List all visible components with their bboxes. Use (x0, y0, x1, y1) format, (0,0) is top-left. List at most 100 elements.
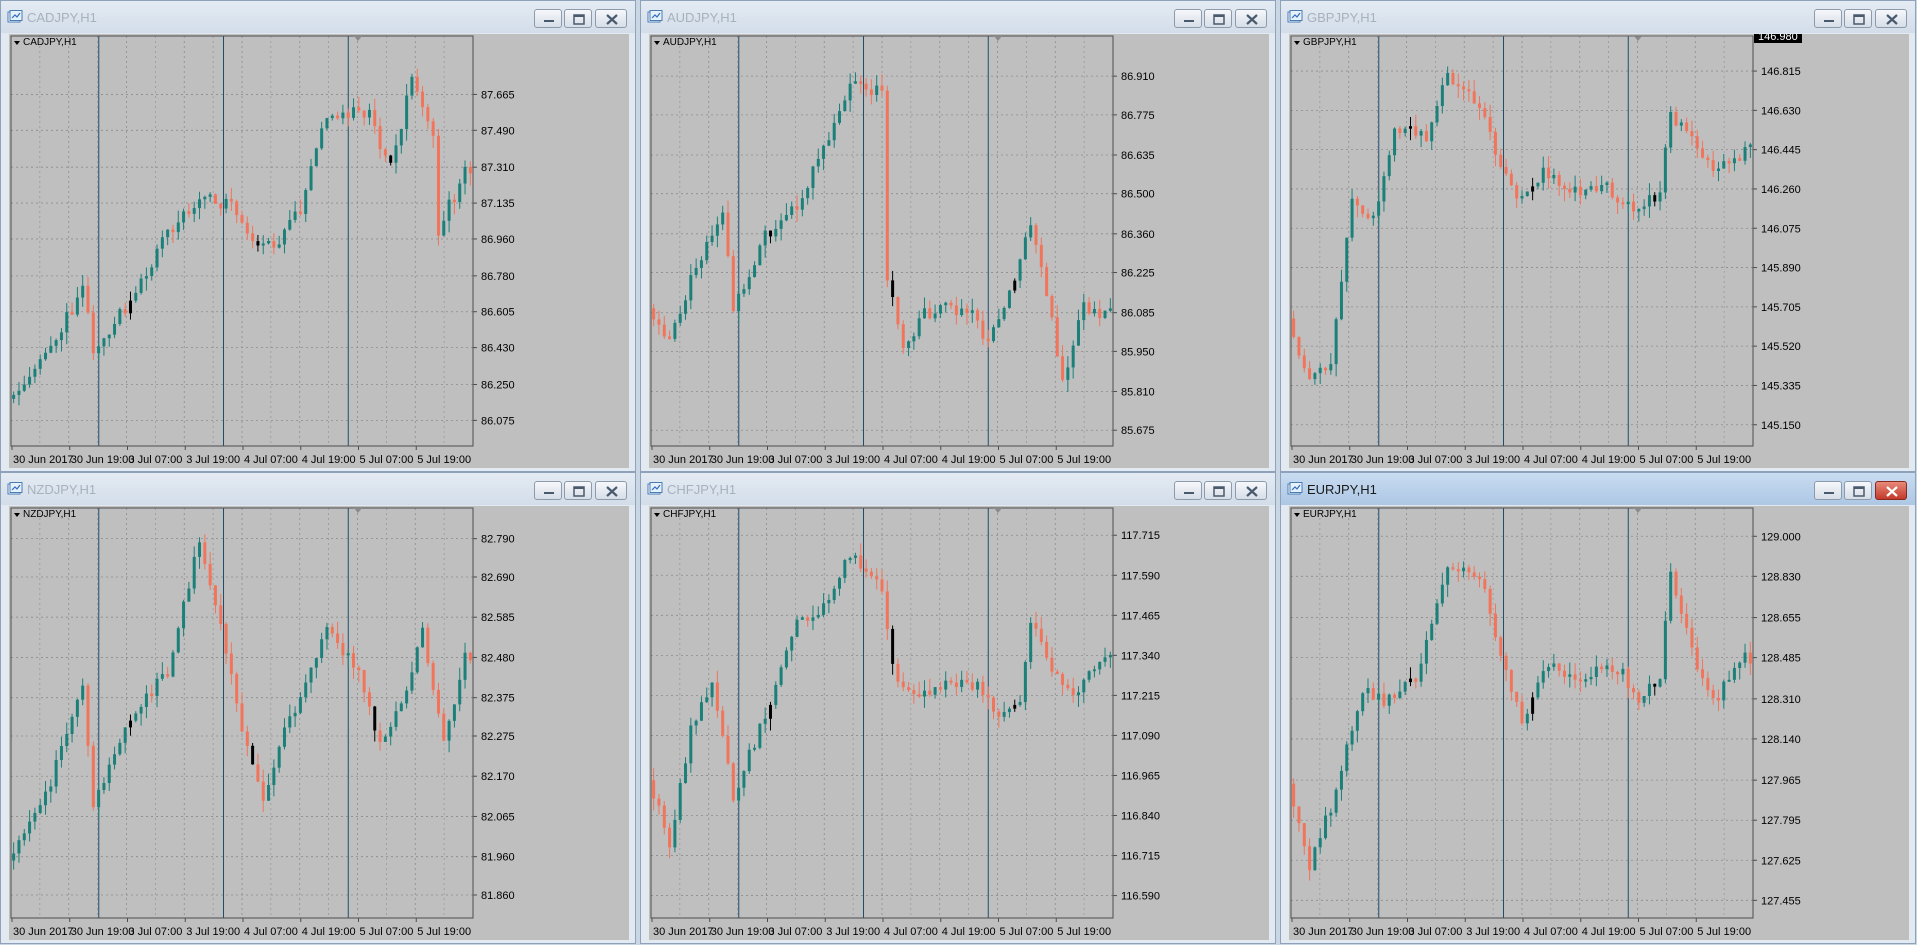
candlestick-chart[interactable]: 146.815 146.630 146.445 146.260 146.075 145.8… (1289, 34, 1909, 468)
candle-bear (362, 670, 366, 693)
chart-window[interactable]: NZDJPY,H1 82.790 82.690 82.585 82.480 82.375 8… (0, 472, 636, 944)
candle-bull (1345, 744, 1349, 771)
candlestick-chart[interactable]: 86.910 86.775 86.635 86.500 86.360 86.225 86.0… (649, 34, 1269, 468)
chart-window[interactable]: EURJPY,H1 129.000 128.830 128.655 128.485 128… (1280, 472, 1916, 944)
candlestick-chart[interactable]: 117.715 117.590 117.465 117.340 117.215 117.0… (649, 506, 1269, 940)
y-tick-label: 86.635 (1121, 150, 1155, 162)
window-titlebar[interactable]: EURJPY,H1 (1281, 473, 1915, 505)
restore-button[interactable] (1204, 9, 1232, 28)
price-chart[interactable]: 87.665 87.490 87.310 87.135 86.960 86.780 86.6… (9, 34, 629, 468)
candle-bull (944, 680, 948, 690)
restore-button[interactable] (564, 9, 592, 28)
candle-bull (65, 733, 69, 747)
close-button[interactable] (595, 9, 627, 28)
minimize-button[interactable] (1814, 9, 1842, 28)
minimize-button[interactable] (1814, 481, 1842, 500)
candle-highlight (891, 280, 895, 298)
candle-bull (139, 706, 143, 714)
candle-bear (1621, 202, 1625, 205)
minimize-button[interactable] (534, 9, 562, 28)
candle-bull (1446, 567, 1450, 585)
restore-button[interactable] (564, 481, 592, 500)
candle-bull (33, 368, 37, 377)
candle-bear (1483, 108, 1487, 117)
chart-window[interactable]: AUDJPY,H1 86.910 86.775 86.635 86.500 86.360 8… (640, 0, 1276, 472)
candle-bear (1690, 627, 1694, 648)
chart-shift-marker (994, 36, 1002, 41)
window-title: AUDJPY,H1 (667, 10, 737, 25)
candle-bear (965, 679, 969, 683)
price-chart[interactable]: 129.000 128.830 128.655 128.485 128.310 128.1… (1289, 506, 1909, 940)
candle-bull (160, 237, 164, 249)
window-titlebar[interactable]: CADJPY,H1 (1, 1, 635, 33)
candle-bear (346, 112, 350, 118)
candle-bull (107, 334, 111, 339)
y-tick-label: 146.075 (1761, 223, 1801, 235)
y-tick-label: 82.690 (481, 572, 515, 584)
candle-highlight (373, 706, 377, 731)
window-titlebar[interactable]: AUDJPY,H1 (641, 1, 1275, 33)
candle-bear (1515, 185, 1519, 199)
candlestick-chart[interactable]: 129.000 128.830 128.655 128.485 128.310 128.1… (1289, 506, 1909, 940)
candle-bull (1339, 281, 1343, 320)
candle-bear (1302, 355, 1306, 369)
candle-bear (187, 211, 191, 214)
chart-window[interactable]: GBPJPY,H1 146.815 146.630 146.445 146.260 146… (1280, 0, 1916, 472)
candle-bull (272, 767, 276, 786)
minimize-button[interactable] (1174, 481, 1202, 500)
minimize-button[interactable] (1174, 9, 1202, 28)
candle-bull (1103, 310, 1107, 318)
candle-bull (325, 627, 329, 640)
candle-bull (17, 390, 21, 395)
candle-bear (1685, 613, 1689, 628)
candlestick-chart[interactable]: 82.790 82.690 82.585 82.480 82.375 82.275 82.1… (9, 506, 629, 940)
restore-button[interactable] (1844, 9, 1872, 28)
candle-bull (1679, 122, 1683, 126)
window-titlebar[interactable]: NZDJPY,H1 (1, 473, 635, 505)
candle-bull (922, 308, 926, 319)
candle-bear (1509, 669, 1513, 692)
candlestick-chart[interactable]: 87.665 87.490 87.310 87.135 86.960 86.780 86.6… (9, 34, 629, 468)
y-tick-label: 116.965 (1121, 770, 1160, 782)
window-titlebar[interactable]: CHFJPY,H1 (641, 473, 1275, 505)
minimize-button[interactable] (534, 481, 562, 500)
candle-bear (859, 81, 863, 84)
close-button[interactable] (1875, 481, 1907, 500)
candle-bull (1547, 666, 1551, 672)
candle-bear (373, 109, 377, 127)
candle-bull (1419, 663, 1423, 682)
triangle-down-icon (14, 513, 20, 517)
price-chart[interactable]: 86.910 86.775 86.635 86.500 86.360 86.225 86.0… (649, 34, 1269, 468)
candle-bear (997, 711, 1001, 717)
candle-bull (1732, 667, 1736, 680)
window-titlebar[interactable]: GBPJPY,H1 (1281, 1, 1915, 33)
candle-bull (261, 243, 265, 246)
close-button[interactable] (595, 481, 627, 500)
candle-bear (1738, 158, 1742, 161)
close-button[interactable] (1235, 9, 1267, 28)
price-chart[interactable]: 117.715 117.590 117.465 117.340 117.215 117.0… (649, 506, 1269, 940)
candle-bull (1520, 195, 1524, 199)
candle-bear (330, 627, 334, 634)
candle-bull (320, 639, 324, 659)
restore-button[interactable] (1844, 481, 1872, 500)
candle-bear (1679, 595, 1683, 614)
candle-bear (123, 309, 127, 314)
candle-bull (1541, 671, 1545, 683)
chart-window[interactable]: CHFJPY,H1 117.715 117.590 117.465 117.340 117… (640, 472, 1276, 944)
restore-button[interactable] (1204, 481, 1232, 500)
candle-bull (800, 198, 804, 210)
candle-bear (1414, 678, 1418, 682)
chart-window[interactable]: CADJPY,H1 87.665 87.490 87.310 87.135 86.960 8… (0, 0, 636, 472)
price-chart[interactable]: 146.815 146.630 146.445 146.260 146.075 145.8… (1289, 34, 1909, 468)
close-button[interactable] (1875, 9, 1907, 28)
price-chart[interactable]: 82.790 82.690 82.585 82.480 82.375 82.275 82.1… (9, 506, 629, 940)
close-button[interactable] (1235, 481, 1267, 500)
candle-bull (758, 723, 762, 748)
candle-bull (1419, 131, 1423, 136)
candle-bull (1584, 679, 1588, 682)
candle-bull (134, 292, 138, 301)
candle-bear (917, 694, 921, 697)
candle-bull (779, 220, 783, 229)
candle-bear (1701, 148, 1705, 158)
